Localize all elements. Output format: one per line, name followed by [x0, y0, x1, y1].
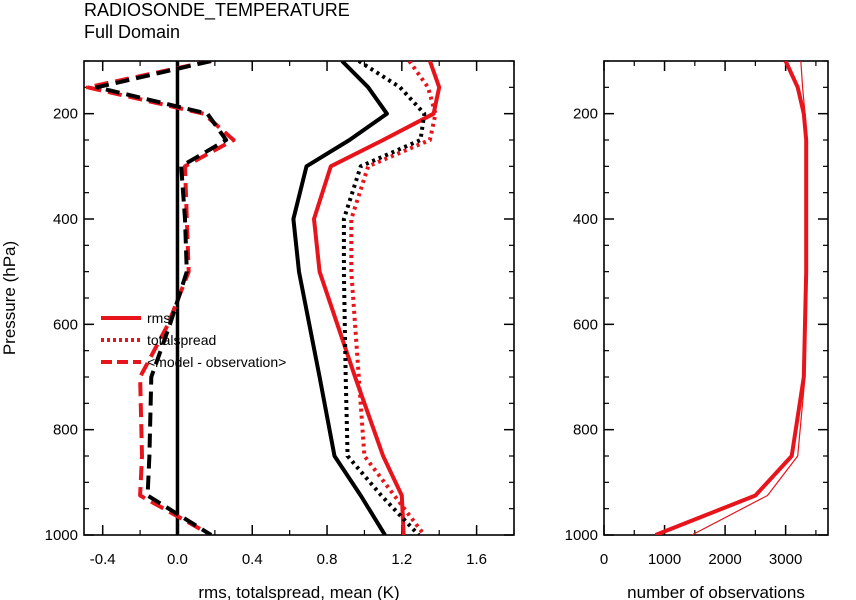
y-tick-label: 600: [53, 316, 78, 333]
x-tick-label: 1.6: [466, 551, 487, 568]
legend-label: <model - observation>: [147, 354, 286, 370]
x-tick-label: 0.0: [167, 551, 188, 568]
x-tick-label: -0.4: [90, 551, 116, 568]
legend-label: totalspread: [147, 332, 216, 348]
rms-series-line: [291, 61, 389, 535]
totalspread-series-line: [341, 61, 427, 535]
y-tick-label: 1000: [565, 527, 598, 544]
observation-count-series-line: [691, 61, 807, 535]
y-tick-label: 800: [573, 422, 598, 439]
y-axis-label: Pressure (hPa): [0, 241, 19, 355]
y-tick-label: 200: [53, 106, 78, 123]
plot-frame: [603, 60, 829, 536]
y-tick-label: 600: [573, 316, 598, 333]
y-tick-label: 400: [53, 211, 78, 228]
x-tick-label: 0: [600, 551, 608, 568]
x-axis-label: rms, totalspread, mean (K): [198, 583, 399, 600]
rms-series-line: [312, 61, 442, 535]
panel-statistics: -0.4 0.0 0.4 0.8 1.2 1.6 200 400 600 800 1000 rms, …: [0, 60, 515, 600]
x-tick-label: 1000: [648, 551, 681, 568]
x-tick-label: 0.8: [317, 551, 338, 568]
x-tick-label: 2000: [708, 551, 741, 568]
model-observation-series-line: [95, 61, 229, 535]
x-axis-label: number of observations: [627, 583, 805, 600]
legend-label: rms: [147, 310, 170, 326]
x-tick-label: 1.2: [391, 551, 412, 568]
y-tick-label: 800: [53, 422, 78, 439]
observation-count-series-line: [654, 61, 809, 535]
chart-title: RADIOSONDE_TEMPERATURE: [84, 0, 350, 20]
y-tick-label: 1000: [45, 527, 78, 544]
chart-subtitle: Full Domain: [84, 22, 181, 42]
series-group: [654, 61, 809, 535]
totalspread-series-line: [349, 61, 438, 535]
x-tick-label: 0.4: [242, 551, 263, 568]
y-tick-label: 200: [573, 106, 598, 123]
y-tick-label: 400: [573, 211, 598, 228]
x-tick-label: 3000: [769, 551, 802, 568]
model-observation-series-line: [85, 61, 236, 535]
series-group: [85, 61, 442, 535]
